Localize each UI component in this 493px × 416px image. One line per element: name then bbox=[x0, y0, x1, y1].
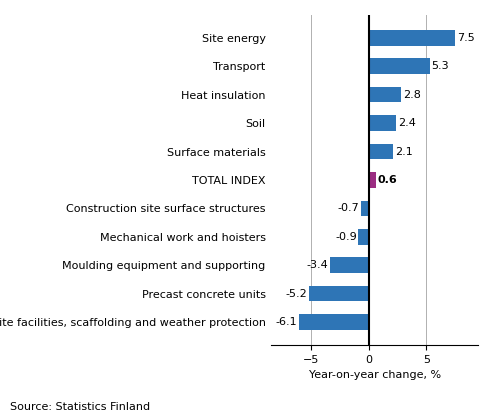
Text: -0.9: -0.9 bbox=[335, 232, 357, 242]
Text: 7.5: 7.5 bbox=[457, 33, 474, 43]
Bar bbox=[369, 172, 376, 188]
Text: 2.4: 2.4 bbox=[398, 118, 416, 128]
Text: Source: Statistics Finland: Source: Statistics Finland bbox=[10, 402, 150, 412]
Bar bbox=[369, 144, 393, 159]
Text: 2.8: 2.8 bbox=[403, 90, 421, 100]
Bar bbox=[299, 314, 369, 330]
X-axis label: Year-on-year change, %: Year-on-year change, % bbox=[309, 370, 441, 380]
Text: 0.6: 0.6 bbox=[378, 175, 397, 185]
Text: -0.7: -0.7 bbox=[337, 203, 359, 213]
Text: -6.1: -6.1 bbox=[276, 317, 297, 327]
Bar bbox=[358, 229, 369, 245]
Bar bbox=[369, 30, 455, 46]
Bar bbox=[330, 258, 369, 273]
Bar bbox=[309, 286, 369, 302]
Text: -3.4: -3.4 bbox=[306, 260, 328, 270]
Text: -5.2: -5.2 bbox=[285, 289, 307, 299]
Bar bbox=[369, 87, 401, 102]
Bar bbox=[369, 58, 430, 74]
Text: 2.1: 2.1 bbox=[395, 146, 413, 156]
Bar bbox=[369, 115, 396, 131]
Bar bbox=[361, 201, 369, 216]
Text: 5.3: 5.3 bbox=[431, 61, 449, 71]
